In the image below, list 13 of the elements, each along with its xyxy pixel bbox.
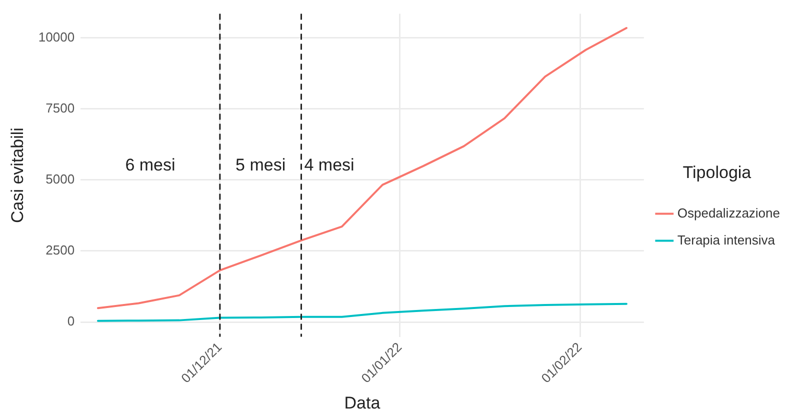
y-tick-label: 10000 — [38, 30, 75, 45]
legend-label: Terapia intensiva — [677, 232, 776, 248]
y-tick-label: 0 — [67, 314, 75, 329]
y-tick-label: 5000 — [46, 172, 75, 187]
y-axis-title: Casi evitabili — [8, 128, 27, 224]
legend-label: Ospedalizzazione — [677, 205, 780, 220]
x-axis-title: Data — [344, 393, 381, 412]
y-tick-label: 2500 — [46, 242, 75, 258]
annotation: 5 mesi — [236, 155, 286, 174]
y-tick-label: 7500 — [46, 100, 75, 116]
annotation: 4 mesi — [304, 155, 354, 174]
legend-title: Tipologia — [682, 162, 752, 182]
annotation: 6 mesi — [125, 155, 176, 174]
